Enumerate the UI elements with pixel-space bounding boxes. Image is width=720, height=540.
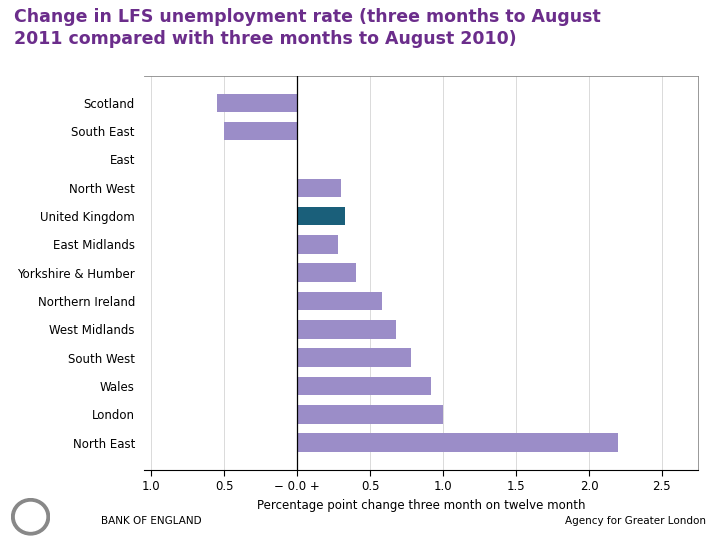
Bar (297, 348, 411, 367)
X-axis label: Percentage point change three month on twelve month: Percentage point change three month on t… (257, 499, 585, 512)
Bar (297, 264, 356, 282)
Circle shape (16, 502, 45, 531)
Bar (224, 122, 297, 140)
Bar (297, 207, 346, 225)
Text: 2011 compared with three months to August 2010): 2011 compared with three months to Augus… (14, 30, 517, 48)
Bar (297, 377, 431, 395)
Text: Agency for Greater London: Agency for Greater London (564, 516, 706, 526)
Circle shape (12, 498, 50, 535)
Bar (297, 405, 443, 423)
Bar (297, 292, 382, 310)
Bar (217, 93, 297, 112)
Bar (297, 434, 618, 452)
Bar (297, 320, 397, 339)
Text: Change in LFS unemployment rate (three months to August: Change in LFS unemployment rate (three m… (14, 8, 601, 26)
Bar (297, 179, 341, 197)
Bar (297, 235, 338, 254)
Text: BANK OF ENGLAND: BANK OF ENGLAND (101, 516, 202, 526)
